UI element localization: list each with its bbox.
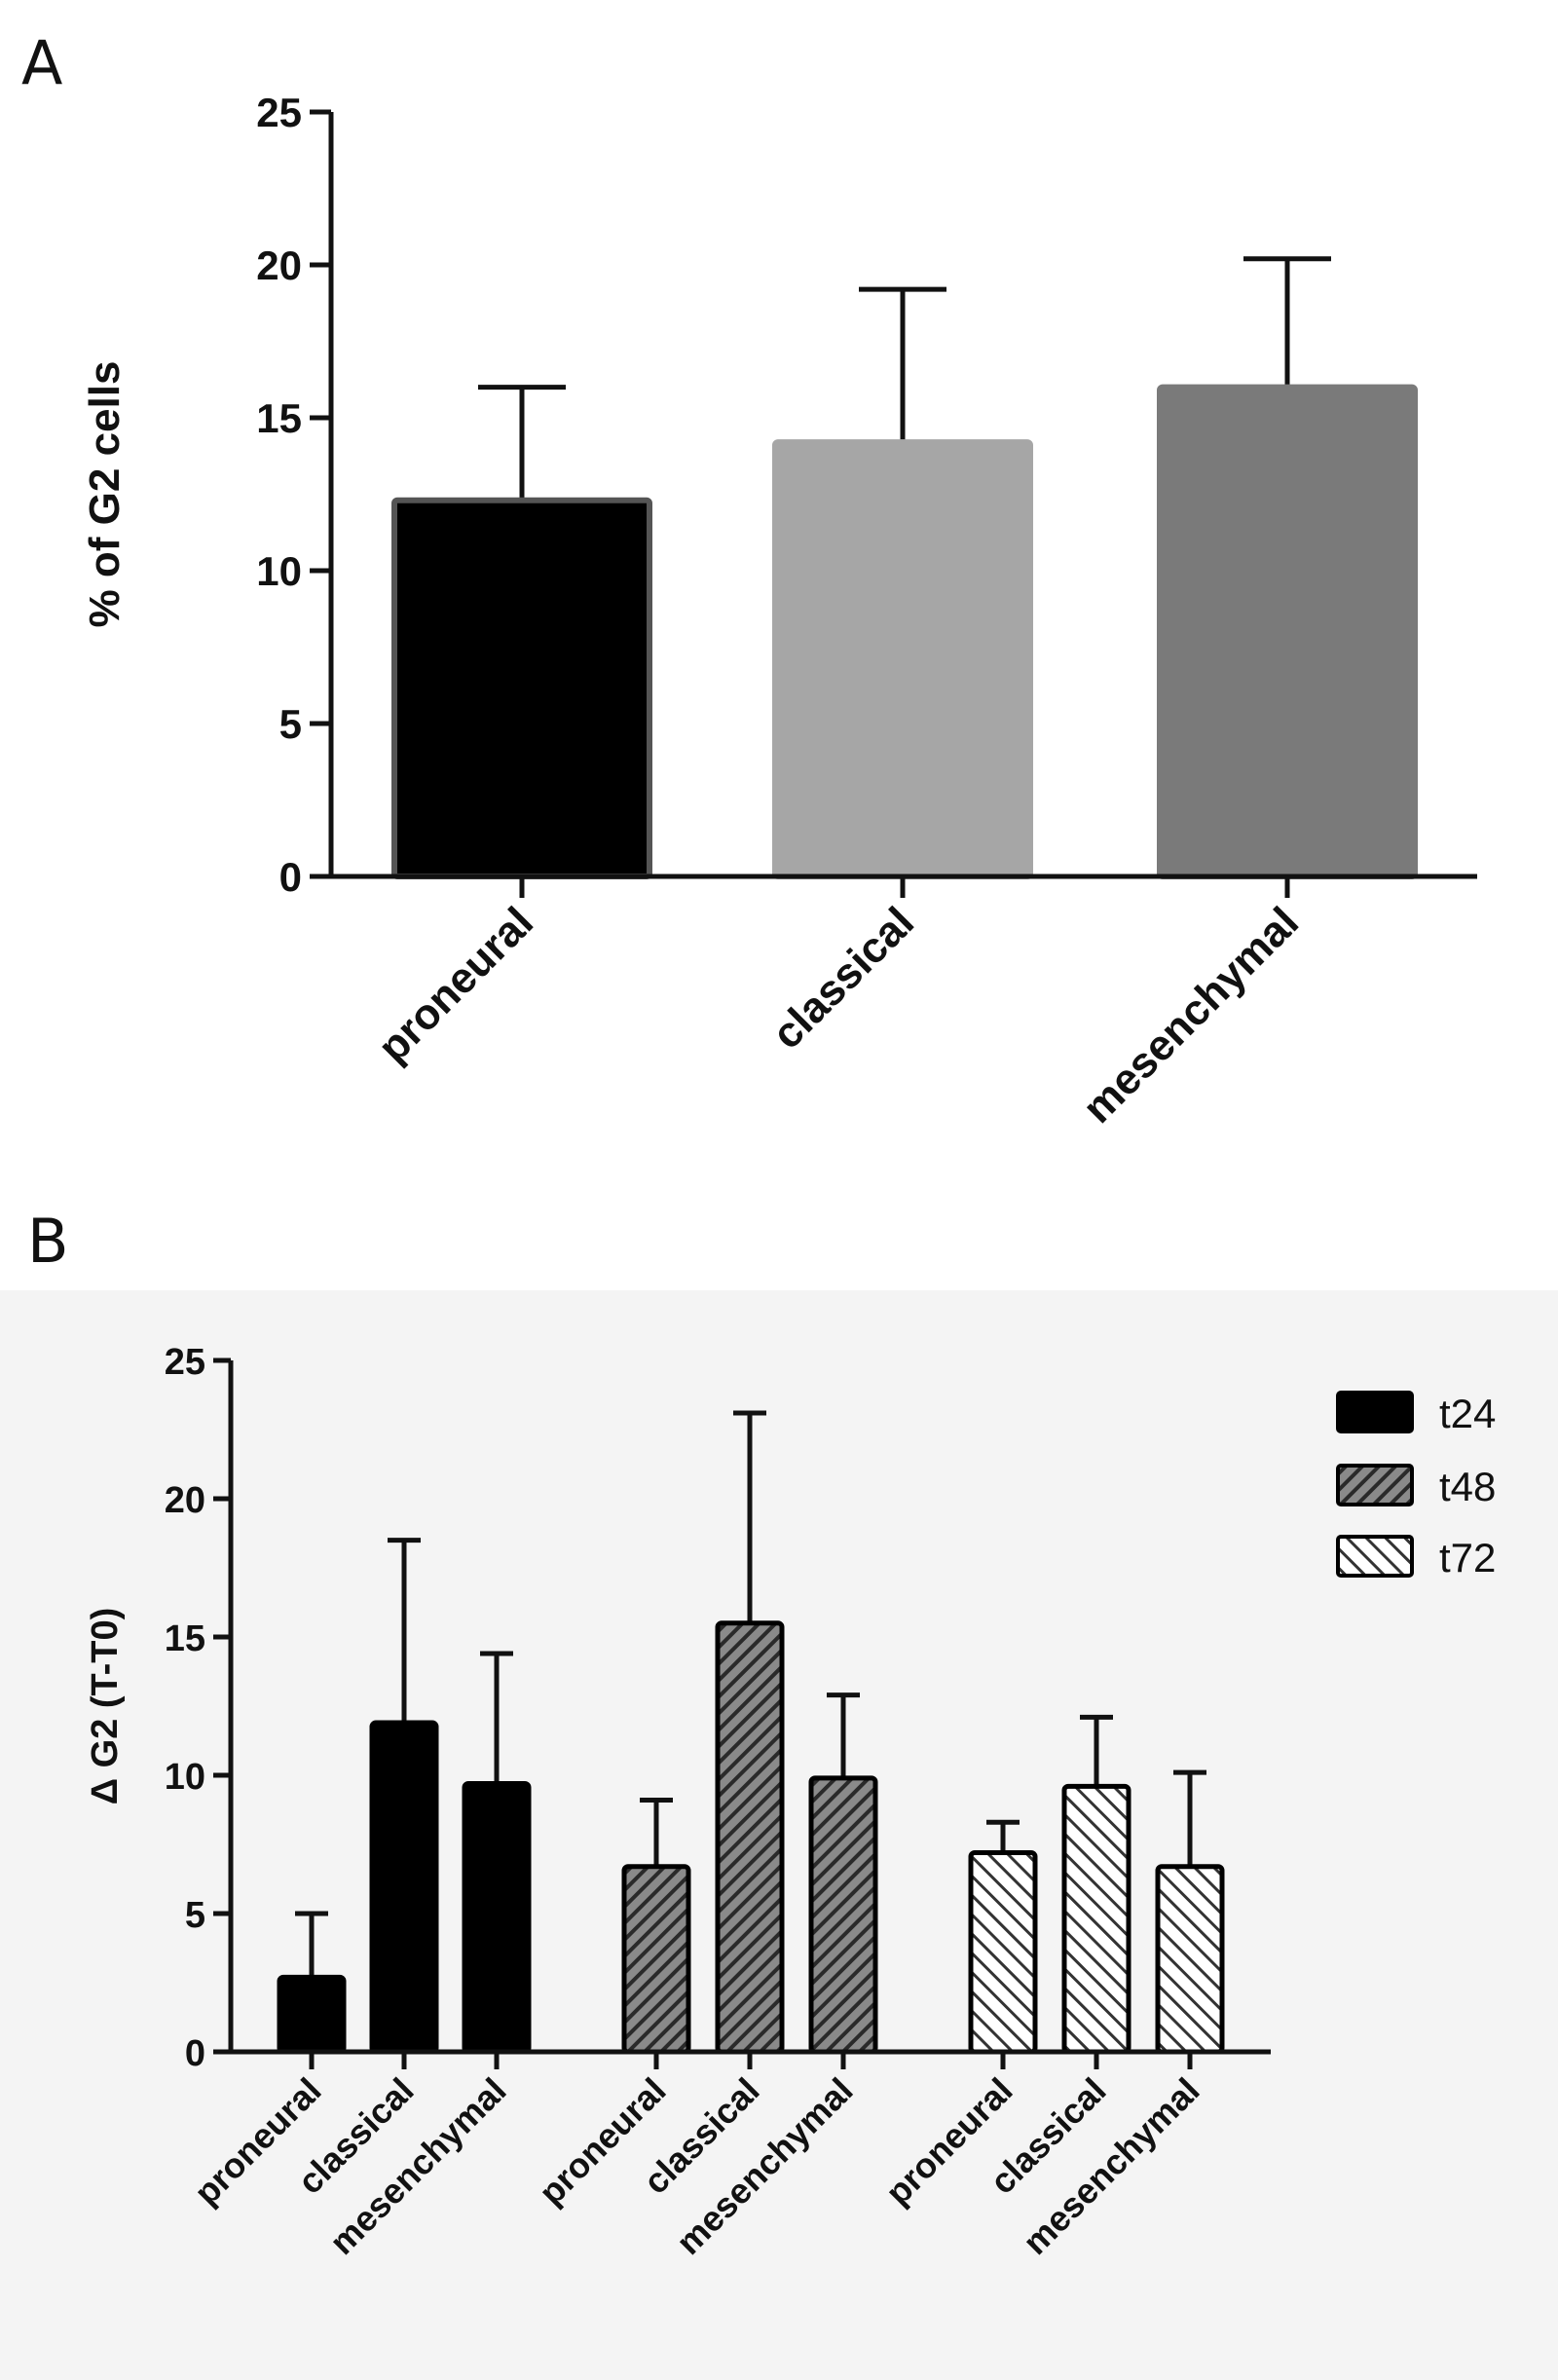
y-tick-label: 15 — [256, 395, 302, 441]
y-tick-label: 5 — [185, 1895, 205, 1936]
bar-t72-mesenchymal — [1155, 1864, 1225, 2055]
y-tick-label: 25 — [256, 90, 302, 135]
bar-t48-proneural — [621, 1864, 691, 2055]
y-tick-label: 20 — [256, 242, 302, 288]
y-tick-label: 20 — [165, 1480, 205, 1521]
y-tick-label: 10 — [165, 1757, 205, 1798]
y-axis-label: % of G2 cells — [81, 361, 129, 628]
bar-t24-proneural — [277, 1974, 347, 2055]
y-tick-label: 15 — [165, 1618, 205, 1659]
bar-t24-mesenchymal — [462, 1781, 532, 2055]
legend-label-t24: t24 — [1439, 1391, 1496, 1436]
legend-label-t72: t72 — [1439, 1535, 1496, 1580]
legend-swatch-t72 — [1336, 1535, 1414, 1578]
y-tick-label: 25 — [165, 1342, 205, 1383]
y-tick-label: 5 — [279, 701, 302, 747]
y-tick-label: 0 — [185, 2033, 205, 2074]
panel-b-label: B — [27, 1206, 69, 1277]
bar-t72-proneural — [968, 1850, 1038, 2055]
y-axis-label: Δ G2 (T-T0) — [85, 1608, 126, 1805]
legend-label-t48: t48 — [1439, 1464, 1496, 1509]
bar-t48-classical — [715, 1620, 785, 2055]
legend-swatch-t48 — [1336, 1464, 1414, 1506]
y-tick-label: 0 — [279, 854, 302, 900]
bar-t48-mesenchymal — [808, 1775, 878, 2055]
bar-t24-classical — [369, 1720, 439, 2055]
legend-swatch-t24 — [1336, 1391, 1414, 1433]
panel-a-label: A — [21, 27, 63, 98]
y-tick-label: 10 — [256, 548, 302, 594]
bar-t72-classical — [1061, 1783, 1131, 2055]
